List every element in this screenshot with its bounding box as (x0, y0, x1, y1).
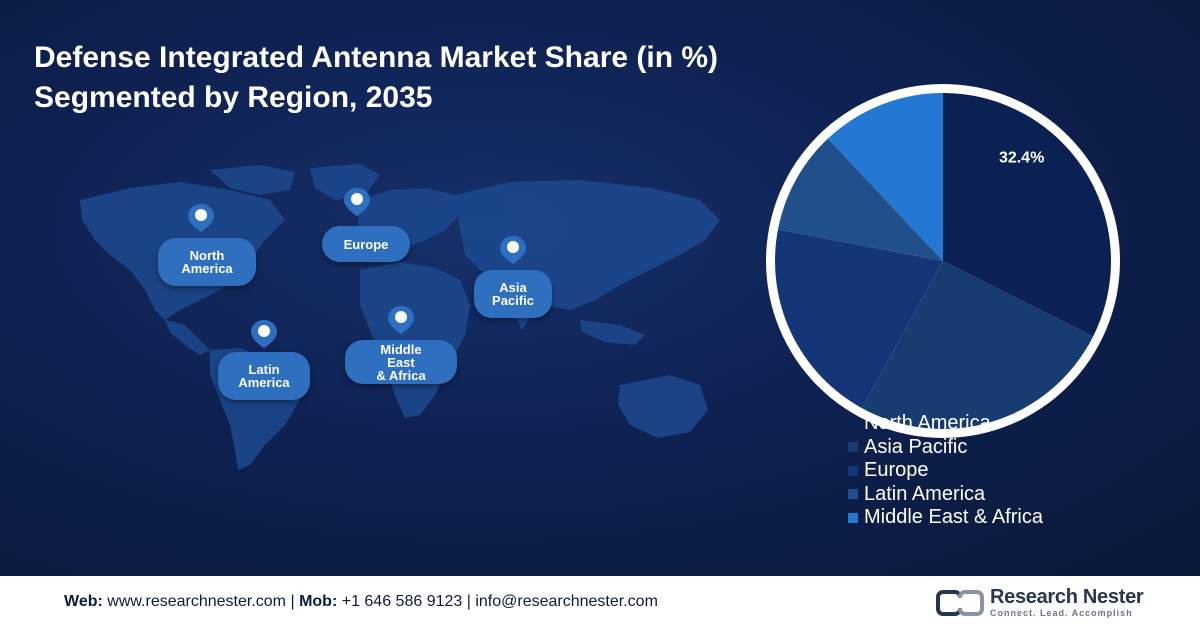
map-label-asia-pacific: Asia Pacific (474, 270, 552, 318)
map-label-europe: Europe (322, 226, 410, 262)
separator: | (466, 593, 471, 610)
mob-label: Mob: (299, 593, 338, 610)
map-label-middle-east-africa: Middle East & Africa (345, 340, 457, 384)
pie-data-label: 32.4% (999, 149, 1044, 166)
phone-number: +1 646 586 9123 (341, 593, 463, 610)
chart-legend: North America Asia Pacific Europe Latin Ame… (848, 412, 1043, 530)
legend-label: Middle East & Africa (864, 506, 1043, 529)
legend-item: North America (848, 412, 1043, 436)
title-line-1: Defense Integrated Antenna Market Share … (34, 41, 719, 74)
pie-slice-latin-america (777, 138, 943, 261)
research-nester-logo: Research Nester Connect. Lead. Accomplis… (936, 586, 1146, 620)
legend-item: Latin America (848, 483, 1043, 507)
email-link[interactable]: info@researchnester.com (475, 593, 658, 610)
separator: | (290, 593, 295, 610)
legend-item: Middle East & Africa (848, 506, 1043, 530)
logo-name: Research Nester (990, 586, 1144, 608)
pie-slice-asia-pacific (862, 261, 1094, 429)
logo-tagline: Connect. Lead. Accomplish (990, 608, 1133, 618)
pie-slice-europe (775, 229, 943, 409)
logo-icon (936, 590, 984, 616)
web-label: Web: (64, 593, 103, 610)
title-line-2: Segmented by Region, 2035 (34, 81, 433, 114)
infographic-panel: Defense Integrated Antenna Market Share … (0, 0, 1200, 576)
location-pin-icon (251, 320, 277, 348)
legend-label: North America (864, 412, 991, 435)
chart-title: Defense Integrated Antenna Market Share … (34, 38, 894, 118)
location-pin-icon (388, 306, 414, 334)
footer: Web: www.researchnester.com | Mob: +1 64… (0, 576, 1200, 628)
legend-label: Europe (864, 459, 929, 482)
pie-chart: 32.4% (766, 84, 1120, 438)
legend-swatch (848, 442, 858, 453)
location-pin-icon (188, 204, 214, 232)
legend-label: Latin America (864, 482, 986, 505)
legend-swatch (848, 465, 858, 476)
pie-slice-north-america (943, 93, 1111, 337)
location-pin-icon (500, 236, 526, 264)
legend-swatch (848, 489, 858, 500)
pie-slice-middle-east-africa (827, 93, 943, 261)
map-label-latin-america: Latin America (218, 352, 310, 400)
legend-swatch (848, 418, 858, 429)
web-link[interactable]: www.researchnester.com (107, 593, 286, 610)
contact-line: Web: www.researchnester.com | Mob: +1 64… (64, 593, 658, 611)
legend-item: Asia Pacific (848, 436, 1043, 460)
map-label-north-america: North America (158, 238, 256, 286)
legend-item: Europe (848, 459, 1043, 483)
legend-swatch (848, 512, 858, 523)
legend-label: Asia Pacific (864, 435, 968, 458)
location-pin-icon (344, 188, 370, 216)
